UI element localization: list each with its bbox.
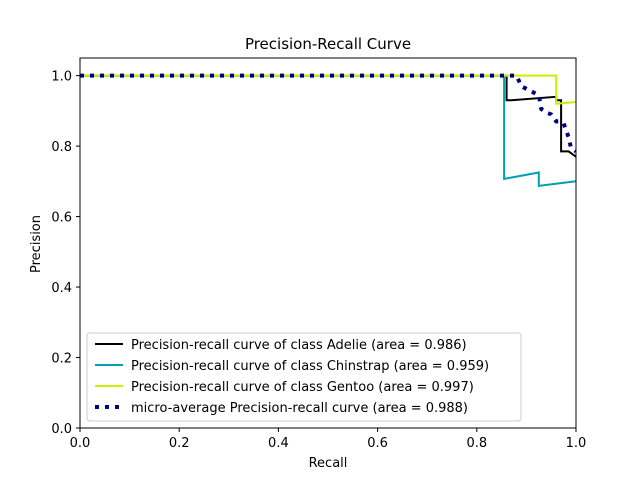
legend-label-0: Precision-recall curve of class Adelie (… <box>131 338 467 353</box>
x-tick-label: 0.4 <box>268 436 289 451</box>
y-tick-label: 0.4 <box>51 281 72 296</box>
series-line-0 <box>80 74 576 158</box>
plot-frame <box>79 57 577 429</box>
legend: Precision-recall curve of class Adelie (… <box>86 332 522 422</box>
x-tick-label: 1.0 <box>566 436 587 451</box>
legend-box <box>86 332 522 422</box>
series-line-2 <box>80 74 576 105</box>
legend-label-3: micro-average Precision-recall curve (ar… <box>131 401 468 416</box>
legend-label-2: Precision-recall curve of class Gentoo (… <box>131 380 474 395</box>
y-axis-label: Precision <box>29 215 44 273</box>
y-tick-label: 0.8 <box>51 140 72 155</box>
x-tick-label: 0.8 <box>466 436 487 451</box>
y-tick-label: 0.6 <box>51 211 72 226</box>
x-tick-label: 0.2 <box>169 436 190 451</box>
x-tick-label: 0.0 <box>70 436 91 451</box>
y-tick-label: 0.2 <box>51 352 72 367</box>
x-tick-label: 0.6 <box>367 436 388 451</box>
chart-title: Precision-Recall Curve <box>245 35 411 53</box>
series-layer <box>80 73 576 188</box>
y-tick-label: 0.0 <box>51 422 72 437</box>
series-line-1 <box>80 74 576 188</box>
series-line-3 <box>80 73 576 154</box>
x-axis-label: Recall <box>309 456 348 471</box>
legend-label-1: Precision-recall curve of class Chinstra… <box>131 359 489 374</box>
axis-ticks: 0.0 0.2 0.4 0.6 0.8 1.0 0.0 0.2 0.4 0.6 0.8 1.0 <box>51 70 586 451</box>
y-tick-label: 1.0 <box>51 70 72 85</box>
